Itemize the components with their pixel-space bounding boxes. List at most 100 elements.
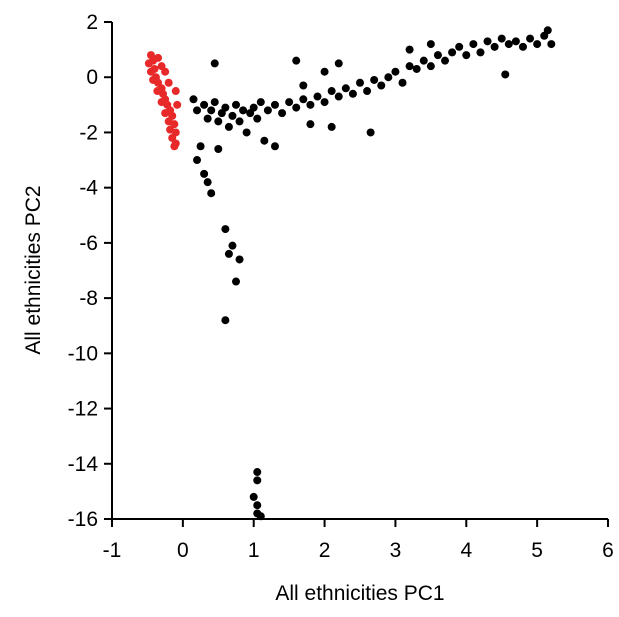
point — [221, 225, 230, 234]
point — [533, 40, 542, 49]
point — [232, 277, 240, 286]
point — [193, 156, 202, 165]
point — [203, 114, 212, 123]
point — [285, 98, 294, 107]
x-tick-label: 2 — [319, 539, 331, 562]
point — [235, 117, 244, 126]
point — [370, 75, 379, 84]
point — [235, 255, 244, 264]
x-tick-label: 5 — [531, 539, 543, 562]
point — [224, 249, 233, 258]
x-tick-label: -1 — [103, 539, 122, 562]
point — [210, 59, 219, 68]
point — [253, 476, 262, 485]
point — [253, 114, 262, 123]
point — [469, 40, 478, 49]
point — [224, 122, 233, 131]
point — [214, 117, 223, 126]
point — [398, 78, 407, 87]
point — [405, 62, 414, 71]
point — [356, 78, 364, 87]
point — [299, 81, 308, 90]
point — [232, 100, 240, 109]
point — [313, 92, 322, 101]
x-tick-label: 6 — [602, 539, 614, 562]
point — [214, 145, 223, 154]
y-tick-label: -2 — [79, 121, 98, 144]
point — [518, 42, 527, 51]
point — [170, 120, 179, 129]
point — [146, 67, 155, 76]
point — [334, 92, 343, 101]
point — [526, 34, 535, 43]
point — [455, 42, 464, 51]
point — [341, 84, 350, 93]
point — [366, 128, 375, 137]
point — [448, 48, 457, 57]
point — [497, 34, 506, 43]
point — [547, 40, 556, 49]
point — [203, 178, 212, 187]
point — [377, 81, 386, 90]
point — [501, 70, 510, 79]
point — [161, 109, 170, 118]
point — [200, 169, 209, 178]
point — [207, 189, 216, 198]
point — [405, 45, 414, 54]
point — [221, 316, 230, 325]
point — [189, 95, 198, 104]
point — [433, 51, 442, 60]
point — [483, 37, 492, 46]
point — [221, 103, 230, 112]
point — [348, 89, 357, 98]
point — [154, 53, 163, 62]
point — [242, 128, 251, 137]
point — [228, 241, 237, 250]
y-tick-label: -16 — [68, 508, 98, 531]
point — [256, 98, 265, 107]
point — [391, 67, 400, 76]
point — [207, 106, 216, 115]
point — [412, 64, 421, 73]
y-tick-label: -14 — [68, 453, 99, 476]
y-tick-label: -8 — [79, 287, 98, 310]
point — [253, 501, 262, 510]
point — [260, 136, 269, 145]
point — [173, 100, 182, 109]
point — [384, 73, 393, 82]
y-tick-label: -6 — [79, 232, 98, 255]
point — [299, 95, 308, 104]
point — [462, 51, 471, 60]
point — [170, 142, 179, 151]
point — [426, 40, 435, 49]
point — [490, 42, 499, 51]
x-tick-label: 1 — [248, 539, 260, 562]
point — [320, 98, 329, 107]
x-tick-label: 4 — [460, 539, 472, 562]
point — [270, 100, 279, 109]
point — [270, 142, 279, 151]
x-tick-label: 0 — [177, 539, 189, 562]
y-tick-label: -10 — [68, 342, 98, 365]
point — [249, 103, 258, 112]
point — [210, 98, 219, 107]
point — [334, 59, 343, 68]
point — [419, 56, 428, 65]
point — [511, 37, 520, 46]
point — [504, 40, 513, 49]
x-tick-label: 3 — [390, 539, 402, 562]
point — [144, 59, 153, 68]
point — [161, 67, 170, 76]
point — [363, 87, 372, 96]
point — [253, 468, 262, 477]
point — [278, 109, 287, 118]
point — [196, 142, 205, 151]
point — [239, 106, 248, 115]
y-tick-label: -12 — [68, 398, 98, 421]
point — [249, 492, 258, 501]
y-tick-label: 0 — [86, 66, 98, 89]
point — [543, 26, 552, 35]
point — [263, 106, 272, 115]
point — [171, 87, 180, 96]
y-tick-label: -4 — [79, 177, 98, 200]
